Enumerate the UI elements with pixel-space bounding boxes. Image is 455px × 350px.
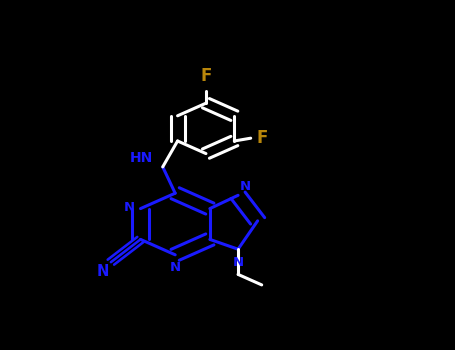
Text: N: N xyxy=(96,264,109,279)
Text: N: N xyxy=(124,201,135,215)
Text: N: N xyxy=(240,180,251,193)
Text: F: F xyxy=(256,129,268,147)
Text: HN: HN xyxy=(130,151,153,165)
Text: N: N xyxy=(233,256,243,268)
Text: N: N xyxy=(170,261,181,274)
Text: F: F xyxy=(200,67,212,85)
